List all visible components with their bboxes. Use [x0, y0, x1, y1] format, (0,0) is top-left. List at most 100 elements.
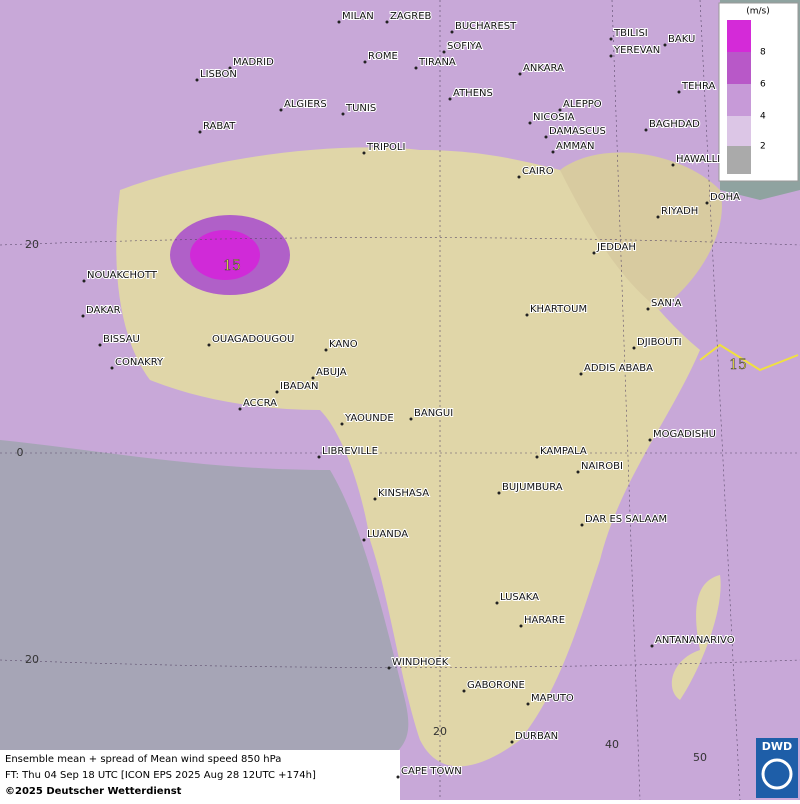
- city-dot: [656, 215, 660, 219]
- city-dot: [671, 163, 675, 167]
- contour-label: 15: [729, 357, 747, 373]
- city-label: DURBAN: [515, 731, 558, 742]
- city-label: ALGIERS: [284, 99, 327, 110]
- footer-box: [0, 750, 400, 800]
- city-label: DAR ES SALAAM: [585, 514, 667, 525]
- city-label: ROME: [368, 51, 398, 62]
- city-dot: [495, 601, 499, 605]
- city-label: HAWALLI: [676, 154, 720, 165]
- city-dot: [341, 112, 345, 116]
- city-dot: [462, 689, 466, 693]
- city-dot: [519, 624, 523, 628]
- city-label: DAMASCUS: [549, 126, 606, 137]
- city-dot: [82, 279, 86, 283]
- latitude-label: 20: [25, 238, 39, 251]
- city-label: TUNIS: [345, 103, 376, 114]
- logo-icon: [761, 758, 793, 790]
- city-dot: [442, 50, 446, 54]
- city-dot: [324, 348, 328, 352]
- city-label: MILAN: [342, 11, 374, 22]
- city-dot: [544, 135, 548, 139]
- city-dot: [648, 438, 652, 442]
- longitude-label: 50: [693, 751, 707, 764]
- city-label: GABORONE: [467, 680, 525, 691]
- city-label: CAIRO: [522, 166, 554, 177]
- city-label: ALEPPO: [563, 99, 602, 110]
- city-dot: [525, 313, 529, 317]
- city-dot: [228, 66, 232, 70]
- city-label: ZAGREB: [390, 11, 432, 22]
- city-label: NOUAKCHOTT: [87, 270, 158, 281]
- city-label: AMMAN: [556, 141, 594, 152]
- city-label: LUSAKA: [500, 592, 539, 603]
- city-label: LIBREVILLE: [322, 446, 378, 457]
- city-dot: [650, 644, 654, 648]
- contour-line: [699, 343, 799, 372]
- city-dot: [528, 121, 532, 125]
- city-dot: [317, 455, 321, 459]
- city-dot: [510, 740, 514, 744]
- city-label: DOHA: [710, 192, 740, 203]
- city-label: IBADAN: [280, 381, 319, 392]
- city-label: KAMPALA: [540, 446, 587, 457]
- city-dot: [81, 314, 85, 318]
- city-label: CAPE TOWN: [401, 766, 462, 777]
- city-dot: [576, 470, 580, 474]
- city-label: SAN'A: [651, 298, 682, 309]
- city-label: BUCHAREST: [455, 21, 517, 32]
- ocean-south: [0, 440, 409, 800]
- africa-land: [116, 147, 700, 767]
- city-dot: [198, 130, 202, 134]
- city-dot: [195, 78, 199, 82]
- city-dot: [558, 108, 562, 112]
- city-label: ACCRA: [243, 398, 277, 409]
- city-label: NAIROBI: [581, 461, 623, 472]
- city-dot: [238, 407, 242, 411]
- city-label: WINDHOEK: [392, 657, 449, 668]
- latitude-label: 0: [17, 446, 24, 459]
- city-label: CONAKRY: [115, 357, 164, 368]
- city-label: TEHRA: [681, 81, 715, 92]
- city-dot: [592, 251, 596, 255]
- city-dot: [414, 66, 418, 70]
- legend-level: 4: [760, 112, 766, 122]
- city-label: KANO: [329, 339, 358, 350]
- city-dot: [385, 20, 389, 24]
- city-dot: [580, 523, 584, 527]
- city-label: ABUJA: [316, 367, 347, 378]
- city-dot: [340, 422, 344, 426]
- contour-label: 15: [223, 258, 241, 274]
- city-label: TBILISI: [613, 28, 648, 39]
- city-dot: [362, 538, 366, 542]
- city-dot: [535, 455, 539, 459]
- city-label: JEDDAH: [596, 242, 636, 253]
- city-dot: [551, 150, 555, 154]
- city-label: TIRANA: [418, 57, 456, 68]
- city-dot: [448, 97, 452, 101]
- city-label: MAPUTO: [531, 693, 574, 704]
- city-dot: [518, 72, 522, 76]
- city-dot: [644, 128, 648, 132]
- legend-level: 2: [760, 142, 766, 152]
- city-dot: [337, 20, 341, 24]
- longitude-label: 20: [433, 725, 447, 738]
- city-dot: [526, 702, 530, 706]
- city-label: BISSAU: [103, 334, 140, 345]
- city-label: RABAT: [203, 121, 236, 132]
- city-dot: [497, 491, 501, 495]
- city-dot: [632, 346, 636, 350]
- city-label: HARARE: [524, 615, 565, 626]
- city-dot: [279, 108, 283, 112]
- city-label: YAOUNDE: [344, 413, 394, 424]
- legend-unit: (m/s): [746, 7, 770, 17]
- legend-level: 8: [760, 48, 766, 58]
- city-label: BANGUI: [414, 408, 453, 419]
- city-label: ATHENS: [453, 88, 493, 99]
- footer-line: Ensemble mean + spread of Mean wind spee…: [5, 754, 281, 765]
- city-dot: [110, 366, 114, 370]
- city-dot: [450, 30, 454, 34]
- city-label: ADDIS ABABA: [584, 363, 653, 374]
- city-label: ANKARA: [523, 63, 564, 74]
- city-label: KHARTOUM: [530, 304, 587, 315]
